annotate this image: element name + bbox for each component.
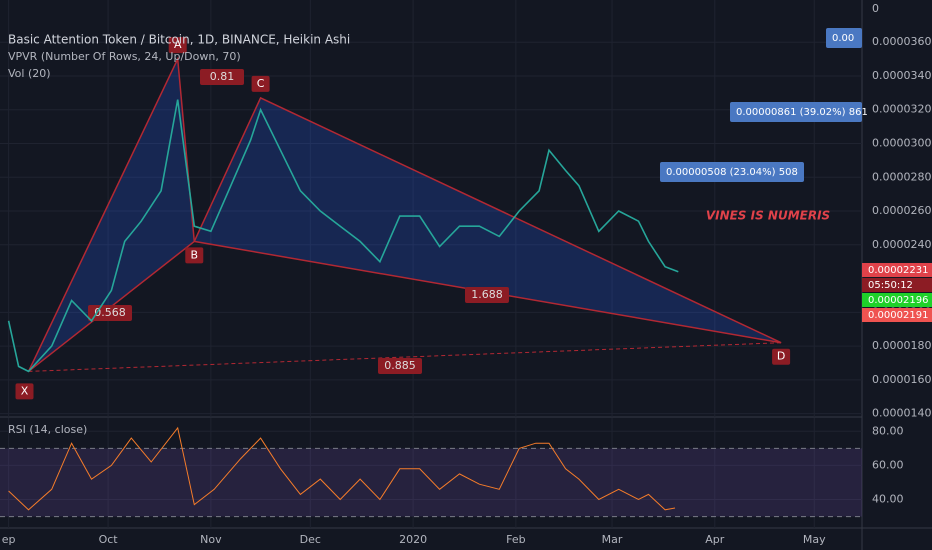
measure-box (660, 162, 804, 182)
ratio-box (378, 358, 422, 374)
y-tick-label: 0.00003200 (872, 103, 932, 116)
measure-label: 0.00000508 (23.04%) 508 (666, 167, 798, 178)
x-tick-label: Nov (200, 533, 222, 546)
point-label-box (772, 348, 791, 365)
y-tick-label: 0.00003000 (872, 137, 932, 150)
y-tick-label: 0.00001800 (872, 339, 932, 352)
measure-label: 0.00000861 (39.02%) 861 (736, 107, 868, 118)
point-label-box (251, 75, 270, 92)
y-tick-label: 0.00001400 (872, 407, 932, 420)
measure-box (730, 102, 862, 122)
y-tick-label: 0.00003400 (872, 69, 932, 82)
watermark: VINES IS NUMERIS (706, 209, 830, 223)
y-tick-label: 0.00001600 (872, 373, 932, 386)
point-label: X (21, 384, 29, 397)
ratio-label: 0.885 (384, 359, 416, 372)
rsi-title: RSI (14, close) (8, 423, 87, 436)
indicator-label: Vol (20) (8, 67, 51, 80)
point-label: C (257, 77, 265, 90)
series-line (8, 426, 676, 511)
price-tag (862, 263, 932, 277)
x-tick-label: Dec (300, 533, 321, 546)
y-tick-label: 0.00002800 (872, 170, 932, 183)
ratio-label: 0.568 (94, 306, 126, 319)
y-tick-label: 0.00002400 (872, 238, 932, 251)
measure-box (826, 28, 862, 48)
price-tag-label: 0.00002191 (868, 310, 928, 321)
ratio-box (200, 69, 244, 85)
y-tick-label: 40.00 (872, 493, 904, 506)
price-tag-label: 0.00002196 (868, 295, 928, 306)
price-tag (862, 293, 932, 307)
rsi-band (0, 448, 862, 517)
point-label-box (15, 383, 34, 400)
chart-title: Basic Attention Token / Bitcoin, 1D, BIN… (8, 33, 350, 47)
y-tick-label: 0.00003600 (872, 35, 932, 48)
price-tag (862, 308, 932, 322)
point-label: B (191, 248, 199, 261)
x-tick-label: Feb (506, 533, 525, 546)
point-label-box (185, 247, 204, 264)
y-tick-label: 0.00002600 (872, 204, 932, 217)
x-tick-label: ep (2, 533, 16, 546)
y-tick-label: 60.00 (872, 458, 904, 471)
ratio-box (465, 287, 509, 303)
price-tag-label: 0.00002231 (868, 265, 928, 276)
indicator-label: VPVR (Number Of Rows, 24, Up/Down, 70) (8, 50, 241, 63)
ratio-label: 1.688 (471, 288, 503, 301)
x-tick-label: Mar (602, 533, 623, 546)
price-tag-label: 05:50:12 (868, 280, 913, 291)
point-label: D (777, 350, 785, 363)
measure-label: 0.00 (832, 33, 854, 44)
x-tick-label: May (803, 533, 826, 546)
x-tick-label: 2020 (399, 533, 427, 546)
point-label: A (174, 38, 182, 51)
y-tick-label: 0 (872, 2, 879, 15)
point-label-box (168, 37, 187, 54)
y-tick-label: 80.00 (872, 424, 904, 437)
x-tick-label: Oct (99, 533, 119, 546)
price-tag (862, 278, 932, 292)
x-tick-label: Apr (705, 533, 725, 546)
ratio-label: 0.81 (210, 70, 235, 83)
series-line (7, 99, 679, 373)
